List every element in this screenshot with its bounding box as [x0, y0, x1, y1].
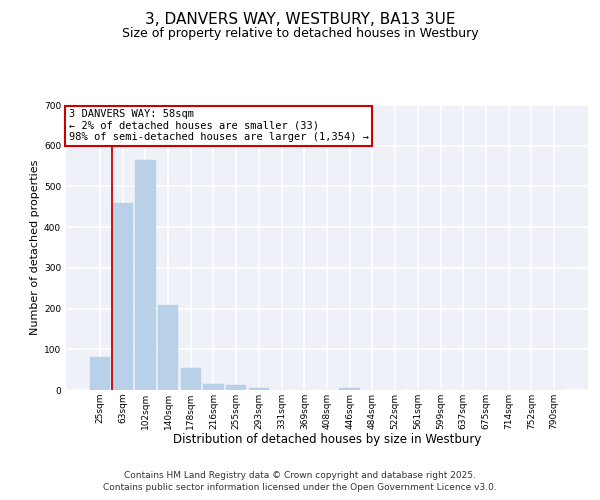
Text: Contains HM Land Registry data © Crown copyright and database right 2025.
Contai: Contains HM Land Registry data © Crown c… [103, 471, 497, 492]
Text: 3 DANVERS WAY: 58sqm
← 2% of detached houses are smaller (33)
98% of semi-detach: 3 DANVERS WAY: 58sqm ← 2% of detached ho… [68, 110, 368, 142]
X-axis label: Distribution of detached houses by size in Westbury: Distribution of detached houses by size … [173, 434, 481, 446]
Bar [158, 306, 178, 390]
Y-axis label: Number of detached properties: Number of detached properties [30, 160, 40, 335]
Bar [248, 388, 269, 390]
Bar [181, 368, 201, 390]
Text: 3, DANVERS WAY, WESTBURY, BA13 3UE: 3, DANVERS WAY, WESTBURY, BA13 3UE [145, 12, 455, 28]
Bar [112, 202, 133, 390]
Bar [226, 385, 247, 390]
Text: Size of property relative to detached houses in Westbury: Size of property relative to detached ho… [122, 28, 478, 40]
Bar [135, 160, 155, 390]
Bar [203, 384, 224, 390]
Bar [90, 358, 110, 390]
Bar [340, 388, 360, 390]
